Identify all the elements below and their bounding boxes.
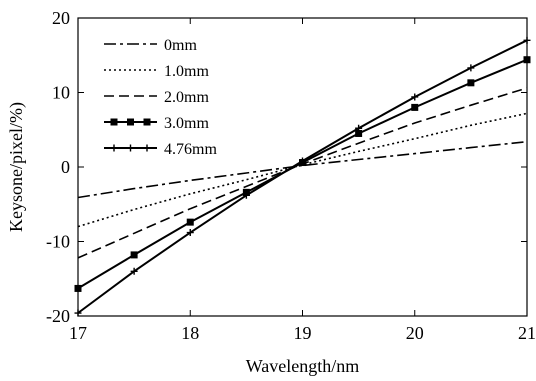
legend: 0mm 1.0mm 2.0mm 3.0mm 4.76mm bbox=[104, 37, 217, 158]
series-line-4-76mm bbox=[77, 39, 528, 314]
series-line-2-0mm bbox=[77, 87, 528, 259]
legend-marker-4-76mm-c bbox=[143, 144, 151, 152]
y-axis-title: Keysone/pixel/%) bbox=[6, 102, 27, 232]
legend-marker-3-0mm-b bbox=[127, 118, 134, 126]
data-point-3-0mm-5 bbox=[355, 129, 363, 137]
data-point-4-76mm-6 bbox=[411, 93, 419, 101]
data-point-4-76mm-4 bbox=[299, 157, 306, 165]
series-4-76mm bbox=[74, 36, 531, 317]
series-line-3-0mm bbox=[77, 58, 528, 290]
data-point-4-76mm-7 bbox=[467, 64, 475, 72]
legend-label-2-0mm: 2.0mm bbox=[164, 89, 209, 106]
data-point-3-0mm-2 bbox=[186, 218, 194, 226]
series-2-0mm bbox=[77, 87, 528, 259]
legend-marker-3-0mm-c bbox=[143, 118, 151, 126]
series-1-0mm bbox=[77, 112, 528, 228]
legend-marker-4-76mm-a bbox=[110, 144, 118, 152]
series-line-1-0mm bbox=[77, 112, 528, 228]
ticks: 17 18 19 20 21 -20 -10 0 10 20 bbox=[46, 8, 536, 343]
legend-item-4-76mm: 4.76mm bbox=[104, 141, 217, 158]
y-tick-label-10: 10 bbox=[52, 83, 70, 103]
x-tick-label-18: 18 bbox=[181, 323, 199, 343]
series-0mm bbox=[77, 140, 528, 199]
legend-item-2-0mm: 2.0mm bbox=[104, 89, 209, 106]
data-point-3-0mm-1 bbox=[130, 251, 138, 259]
series-line-0mm bbox=[77, 140, 528, 199]
x-tick-label-21: 21 bbox=[518, 323, 536, 343]
legend-marker-4-76mm-b bbox=[127, 144, 134, 152]
y-tick-label-20: 20 bbox=[52, 8, 70, 28]
x-tick-label-19: 19 bbox=[294, 323, 312, 343]
y-tick-label-10: -10 bbox=[46, 232, 70, 252]
legend-label-3-0mm: 3.0mm bbox=[164, 115, 209, 132]
data-point-4-76mm-5 bbox=[355, 124, 363, 132]
data-point-4-76mm-2 bbox=[186, 229, 194, 237]
plot-lines bbox=[74, 36, 531, 317]
legend-label-4-76mm: 4.76mm bbox=[164, 141, 217, 158]
legend-item-0mm: 0mm bbox=[104, 37, 197, 54]
series-3-0mm bbox=[74, 56, 531, 292]
legend-item-3-0mm: 3.0mm bbox=[104, 115, 209, 132]
data-point-4-76mm-1 bbox=[130, 267, 138, 275]
x-axis-title: Wavelength/nm bbox=[246, 356, 360, 376]
x-tick-label-20: 20 bbox=[406, 323, 424, 343]
x-tick-label-17: 17 bbox=[69, 323, 87, 343]
plot-frame bbox=[77, 17, 528, 317]
data-point-3-0mm-6 bbox=[411, 103, 419, 111]
data-point-4-76mm-3 bbox=[242, 191, 250, 199]
legend-label-0mm: 0mm bbox=[164, 37, 197, 54]
y-tick-label-20: -20 bbox=[46, 306, 70, 326]
legend-item-1-0mm: 1.0mm bbox=[104, 63, 209, 80]
legend-label-1-0mm: 1.0mm bbox=[164, 63, 209, 80]
legend-marker-3-0mm-a bbox=[110, 118, 118, 126]
data-point-3-0mm-7 bbox=[467, 79, 475, 87]
y-tick-label-0: 0 bbox=[61, 157, 70, 177]
